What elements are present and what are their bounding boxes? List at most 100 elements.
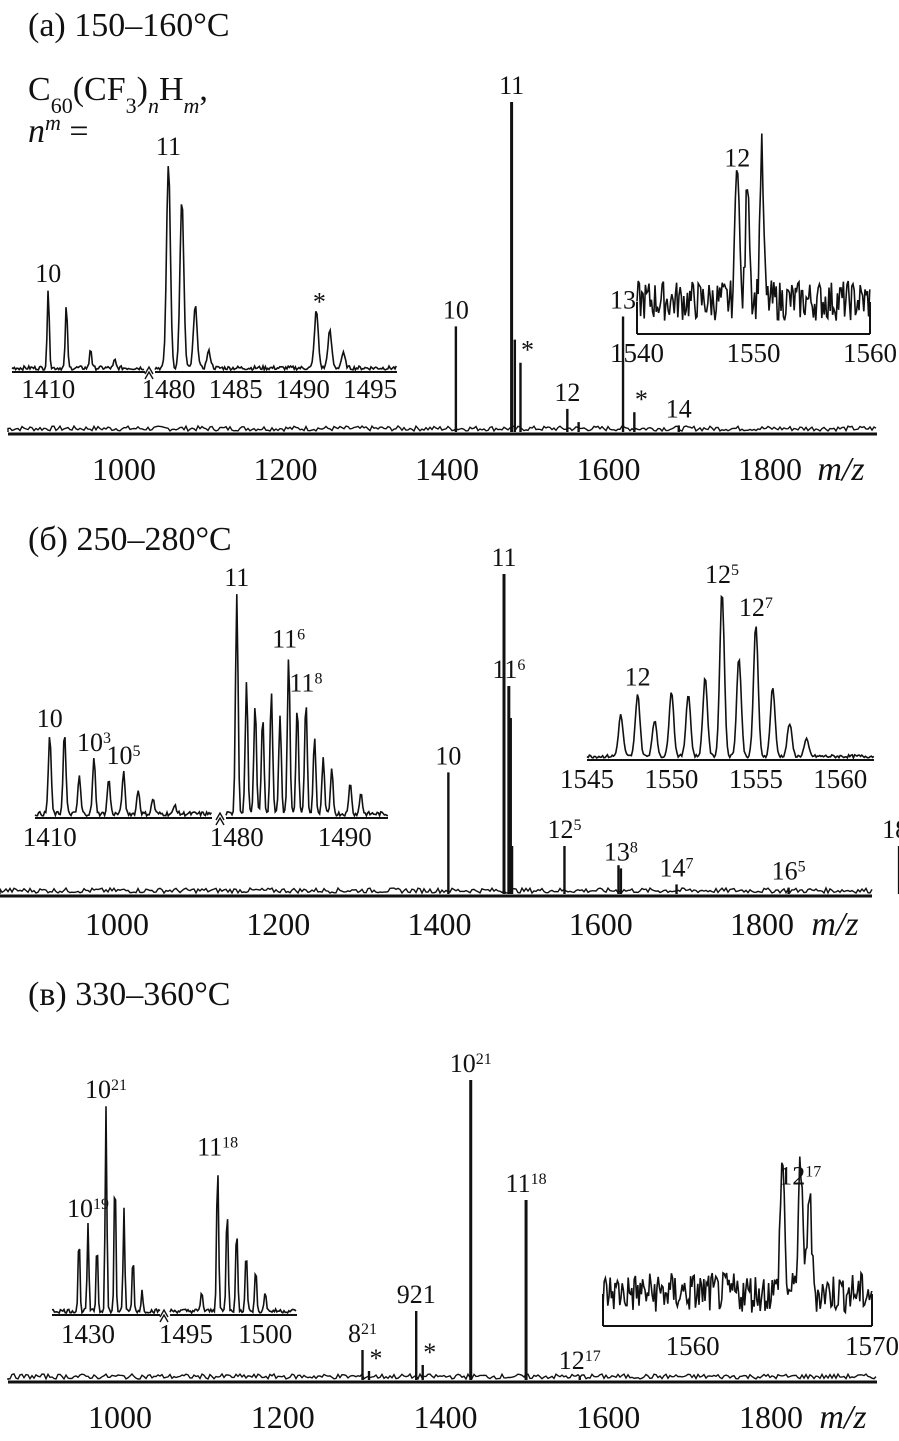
formula-label: C60(CF3)nHm, xyxy=(28,71,208,118)
inset-peak-label-main: 11 xyxy=(156,132,181,161)
peak-label: * xyxy=(370,1344,383,1373)
inset-peak-label-main: 11 xyxy=(289,669,314,698)
inset-tick-label: 1480 xyxy=(210,822,264,852)
formula-part: n xyxy=(148,93,159,118)
formula-part: C xyxy=(28,71,51,108)
x-tick-label: 1600 xyxy=(569,906,633,942)
formula-part: 3 xyxy=(126,93,137,118)
inset-tick-label: 1485 xyxy=(209,374,263,404)
peak-label: 125 xyxy=(547,815,581,844)
peak-label-main: 12 xyxy=(554,378,580,407)
spectrum-panel-1: (б) 250–280°C 1000 1200 1400 1600 1800 m/z 10 11… xyxy=(0,521,899,943)
inset-tick-label: 1490 xyxy=(276,374,330,404)
peak-label: * xyxy=(635,385,648,414)
inset-trace xyxy=(51,1106,161,1315)
peak-label: * xyxy=(521,336,534,365)
peak-label: 138 xyxy=(604,837,638,866)
formula-part: 60 xyxy=(51,93,73,118)
x-tick-label: 1200 xyxy=(254,451,318,487)
peak-label: 10 xyxy=(435,741,461,770)
peak-label: * xyxy=(423,1338,436,1367)
x-axis-label: m/z xyxy=(817,451,864,488)
inset-peak-label: * xyxy=(313,288,326,317)
inset-spectrum: 1560 1570 1217 xyxy=(602,1156,899,1361)
inset-peak-label: 1019 xyxy=(67,1194,109,1223)
peak-label-superscript: 18 xyxy=(531,1171,547,1188)
inset-peak-label-superscript: 3 xyxy=(103,730,111,747)
peak-label: 165 xyxy=(772,857,806,886)
peak-label: 13 xyxy=(610,286,636,315)
inset-peak-label: 103 xyxy=(77,728,111,757)
x-tick-label: 1000 xyxy=(88,1399,152,1435)
peak-label: 14 xyxy=(666,394,692,423)
inset-trace xyxy=(586,594,875,761)
inset-tick-label: 1555 xyxy=(729,764,783,794)
inset-peak-label-main: * xyxy=(313,288,326,317)
inset-peak-label-main: 11 xyxy=(272,625,297,654)
inset-trace xyxy=(169,1175,297,1315)
inset-peak-label-superscript: 5 xyxy=(731,562,739,579)
peak-label: 147 xyxy=(660,853,694,882)
x-tick-label: 1000 xyxy=(92,451,156,487)
inset-peak-label: 1118 xyxy=(197,1132,238,1161)
inset-peak-label: 1217 xyxy=(779,1162,821,1191)
x-tick-label: 1400 xyxy=(408,906,472,942)
peak-label-main: 10 xyxy=(443,295,469,324)
x-tick-label: 1400 xyxy=(415,451,479,487)
inset-tick-label: 1540 xyxy=(610,338,664,368)
inset-peak-label: 10 xyxy=(37,704,63,733)
x-axis-label: m/z xyxy=(819,1399,866,1436)
peak-label-main: * xyxy=(370,1344,383,1373)
panel-title: (б) 250–280°C xyxy=(28,521,232,558)
inset-peak-label-main: 10 xyxy=(77,728,103,757)
inset-spectrum: 1410 10 1480 1485 1490 1495 11 * xyxy=(11,132,397,404)
inset-trace xyxy=(225,594,389,818)
x-tick-label: 1200 xyxy=(246,906,310,942)
spectrum-baseline xyxy=(0,886,873,895)
peak-label-main: 11 xyxy=(506,1169,531,1198)
formula-part: H xyxy=(159,71,184,108)
peak-label-main: 10 xyxy=(435,741,461,770)
inset-peak-label: 127 xyxy=(739,593,773,622)
x-tick-label: 1000 xyxy=(85,906,149,942)
peak-label-main: * xyxy=(423,1338,436,1367)
peak-label-main: 11 xyxy=(499,71,524,100)
inset-peak-label: 118 xyxy=(289,669,322,698)
peak-label: 10 xyxy=(443,295,469,324)
peak-label: 1217 xyxy=(559,1346,601,1375)
inset-peak-label-superscript: 8 xyxy=(314,670,322,687)
x-tick-label: 1800 xyxy=(730,906,794,942)
peak-label-main: 921 xyxy=(397,1280,436,1309)
inset-peak-label-main: 10 xyxy=(67,1194,93,1223)
formula-line2-part: m xyxy=(45,110,61,135)
inset-peak-label-main: 10 xyxy=(37,704,63,733)
inset-peak-label: 12 xyxy=(724,144,750,173)
spectrum-baseline xyxy=(7,1372,877,1381)
peak-label: 921 xyxy=(397,1280,436,1309)
peak-label-main: 16 xyxy=(772,857,798,886)
x-tick-label: 1600 xyxy=(576,1399,640,1435)
x-tick-label: 1200 xyxy=(251,1399,315,1435)
peak-label-main: 12 xyxy=(547,815,573,844)
peak-label: 1118 xyxy=(506,1169,547,1198)
inset-peak-label-main: 12 xyxy=(705,560,731,589)
inset-spectrum: 1540 1550 1560 12 xyxy=(610,133,897,368)
inset-tick-label: 1495 xyxy=(343,374,397,404)
x-axis-label: m/z xyxy=(811,906,858,943)
formula-line2: nm = xyxy=(28,110,89,151)
inset-peak-label-main: 12 xyxy=(779,1162,805,1191)
spectrum-baseline xyxy=(7,424,877,433)
inset-tick-label: 1410 xyxy=(23,822,77,852)
inset-peak-label: 125 xyxy=(705,560,739,589)
peak-label-superscript: 8 xyxy=(630,839,638,856)
peak-label-superscript: 7 xyxy=(686,855,694,872)
inset-peak-label: 116 xyxy=(272,625,305,654)
peak-label-main: * xyxy=(521,336,534,365)
inset-tick-label: 1550 xyxy=(727,338,781,368)
inset-peak-label-superscript: 6 xyxy=(297,626,305,643)
inset-tick-label: 1490 xyxy=(318,822,372,852)
inset-tick-label: 1480 xyxy=(141,374,195,404)
formula-part: m xyxy=(184,93,200,118)
